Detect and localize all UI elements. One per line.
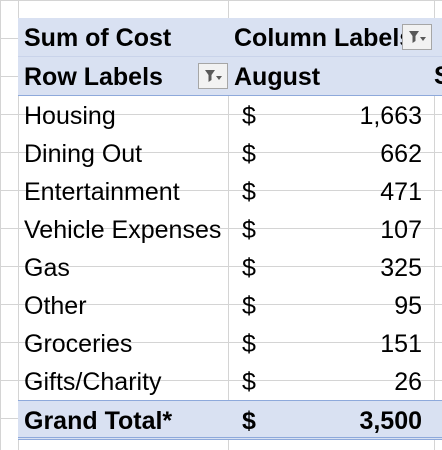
- filter-dropdown-icon: [409, 31, 426, 43]
- row-value[interactable]: 471: [380, 178, 422, 206]
- column-filter-button[interactable]: [402, 24, 432, 50]
- column-labels-header[interactable]: Column Labels: [234, 24, 404, 52]
- row-value[interactable]: 107: [380, 216, 422, 244]
- currency-symbol: $: [242, 368, 256, 396]
- row-label[interactable]: Vehicle Expenses: [24, 216, 222, 244]
- row-value[interactable]: 662: [380, 140, 422, 168]
- grand-total-value[interactable]: 3,500: [359, 407, 422, 435]
- table-row[interactable]: Vehicle Expenses $ 107: [18, 210, 442, 248]
- table-row[interactable]: Gifts/Charity $ 26: [18, 362, 442, 400]
- pivot-header-row-1: Sum of Cost Column Labels: [18, 18, 442, 57]
- column-gridline: [434, 0, 435, 450]
- currency-symbol: $: [242, 178, 256, 206]
- currency-symbol: $: [242, 140, 256, 168]
- column-value-header[interactable]: August: [234, 63, 321, 91]
- currency-symbol: $: [242, 330, 256, 358]
- row-label[interactable]: Gifts/Charity: [24, 368, 162, 396]
- row-value[interactable]: 95: [394, 292, 422, 320]
- column-gridline: [228, 0, 229, 450]
- table-row[interactable]: Housing $ 1,663: [18, 96, 442, 134]
- row-value[interactable]: 325: [380, 254, 422, 282]
- table-row[interactable]: Other $ 95: [18, 286, 442, 324]
- row-label[interactable]: Housing: [24, 102, 116, 130]
- next-column-cutoff: S: [434, 56, 442, 94]
- currency-symbol: $: [242, 292, 256, 320]
- table-row[interactable]: Entertainment $ 471: [18, 172, 442, 210]
- row-value[interactable]: 26: [394, 368, 422, 396]
- pivot-table: Sum of Cost Column Labels Row Labels Aug…: [18, 18, 442, 440]
- row-filter-button[interactable]: [198, 63, 228, 89]
- row-value[interactable]: 151: [380, 330, 422, 358]
- row-label[interactable]: Other: [24, 292, 87, 320]
- table-row[interactable]: Gas $ 325: [18, 248, 442, 286]
- filter-dropdown-icon: [205, 70, 222, 82]
- currency-symbol: $: [242, 216, 256, 244]
- pivot-header-row-2: Row Labels August: [18, 57, 442, 96]
- row-labels-header[interactable]: Row Labels: [24, 63, 163, 91]
- grand-total-row[interactable]: Grand Total* $ 3,500: [18, 400, 442, 440]
- value-field-label[interactable]: Sum of Cost: [24, 24, 172, 52]
- currency-symbol: $: [242, 407, 256, 435]
- row-label[interactable]: Dining Out: [24, 140, 143, 168]
- row-label[interactable]: Groceries: [24, 330, 133, 358]
- column-gridline: [18, 0, 19, 450]
- table-row[interactable]: Dining Out $ 662: [18, 134, 442, 172]
- currency-symbol: $: [242, 254, 256, 282]
- table-row[interactable]: Groceries $ 151: [18, 324, 442, 362]
- row-value[interactable]: 1,663: [359, 102, 422, 130]
- currency-symbol: $: [242, 102, 256, 130]
- grand-total-label[interactable]: Grand Total*: [24, 407, 173, 435]
- row-label[interactable]: Entertainment: [24, 178, 180, 206]
- row-label[interactable]: Gas: [24, 254, 70, 282]
